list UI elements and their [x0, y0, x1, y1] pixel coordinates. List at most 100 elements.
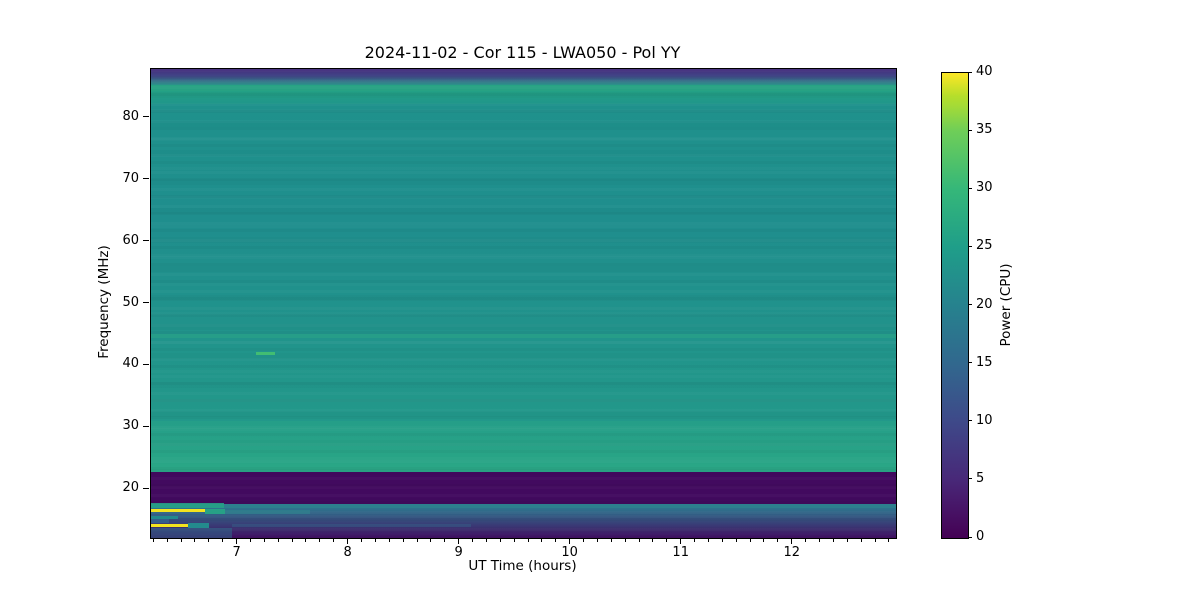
x-minor-tick	[638, 538, 640, 542]
y-tick-label: 80	[122, 108, 139, 124]
x-minor-tick	[416, 538, 418, 542]
x-tick-label: 8	[343, 545, 352, 560]
freq-band-greener-band	[151, 421, 896, 465]
x-minor-tick	[374, 538, 376, 542]
x-minor-tick	[222, 538, 224, 542]
x-minor-tick	[694, 538, 696, 542]
x-major-tick	[458, 538, 460, 544]
feature-faint-row-14mhz	[232, 524, 471, 527]
colorbar	[941, 72, 969, 539]
x-minor-tick	[430, 538, 432, 542]
feature-rfi-line-14mhz	[151, 524, 188, 527]
heatmap-bands-layer	[151, 69, 896, 538]
x-major-tick	[236, 538, 238, 544]
x-minor-tick	[874, 538, 876, 542]
colorbar-tick-label: 35	[976, 122, 993, 138]
colorbar-tick	[968, 304, 972, 305]
x-minor-tick	[583, 538, 585, 542]
x-minor-tick	[291, 538, 293, 542]
heatmap-features-layer	[151, 69, 896, 538]
y-tick-label: 30	[122, 418, 139, 434]
feature-faint-row-16mhz	[225, 510, 310, 514]
chart-title: 2024-11-02 - Cor 115 - LWA050 - Pol YY	[364, 43, 681, 62]
colorbar-tick	[968, 71, 972, 73]
x-minor-tick	[541, 538, 543, 542]
freq-band-teal-row-17mhz	[151, 503, 896, 509]
y-major-tick	[143, 240, 149, 242]
x-minor-tick	[555, 538, 557, 542]
x-minor-tick	[513, 538, 515, 542]
freq-band-main-body-lower	[151, 338, 896, 422]
x-minor-tick	[707, 538, 709, 542]
colorbar-tick	[968, 536, 972, 538]
x-minor-tick	[485, 538, 487, 542]
x-minor-tick	[610, 538, 612, 542]
freq-band-main-body-upper	[151, 103, 896, 224]
x-axis-label: UT Time (hours)	[468, 558, 577, 574]
x-major-tick	[680, 538, 682, 544]
colorbar-tick	[968, 129, 972, 131]
freq-band-bright-green-line-85	[151, 85, 896, 91]
x-minor-tick	[319, 538, 321, 542]
x-minor-tick	[263, 538, 265, 542]
colorbar-tick-label: 0	[976, 529, 985, 544]
feature-transient-dash-42mhz	[256, 352, 276, 356]
x-minor-tick	[819, 538, 820, 542]
x-minor-tick	[805, 538, 807, 542]
x-minor-tick	[499, 538, 501, 542]
freq-band-dark-blanked-band	[151, 472, 896, 504]
y-major-tick	[143, 116, 149, 118]
colorbar-tick-label: 10	[976, 412, 993, 428]
freq-band-light-row-44mhz	[151, 334, 896, 339]
x-minor-tick	[832, 538, 834, 542]
x-minor-tick	[277, 538, 279, 542]
feature-teal-segment-15mhz	[151, 516, 178, 520]
x-tick-label: 7	[232, 545, 241, 560]
x-minor-tick	[763, 538, 765, 542]
x-minor-tick	[444, 538, 446, 542]
y-tick-label: 50	[122, 294, 139, 310]
x-major-tick	[791, 538, 793, 544]
y-tick-label: 40	[122, 356, 139, 372]
x-minor-tick	[180, 538, 182, 542]
x-major-tick	[347, 538, 349, 544]
colorbar-tick	[968, 245, 972, 247]
x-tick-label: 10	[561, 545, 578, 560]
x-minor-tick	[249, 538, 251, 542]
x-minor-tick	[652, 538, 654, 542]
y-major-tick	[143, 425, 149, 427]
colorbar-tick-label: 25	[976, 238, 993, 254]
x-minor-tick	[527, 538, 529, 542]
colorbar-tick-label: 20	[976, 296, 993, 312]
feature-rfi-line-16.5mhz	[151, 509, 206, 512]
x-tick-label: 12	[783, 545, 801, 560]
freq-band-upper-green	[151, 90, 896, 104]
freq-band-main-body-mid	[151, 223, 896, 335]
x-minor-tick	[333, 538, 335, 542]
x-minor-tick	[194, 538, 196, 542]
colorbar-tick	[968, 187, 972, 189]
colorbar-tick	[968, 362, 972, 364]
x-minor-tick	[208, 538, 210, 542]
y-tick-label: 60	[122, 232, 139, 248]
colorbar-tick	[968, 478, 972, 480]
feature-rfi-tail-16.5mhz	[205, 509, 226, 515]
x-minor-tick	[721, 538, 723, 542]
x-minor-tick	[860, 538, 862, 542]
x-minor-tick	[596, 538, 598, 542]
colorbar-tick-label: 30	[976, 180, 993, 196]
x-minor-tick	[888, 538, 890, 542]
x-minor-tick	[749, 538, 751, 542]
y-tick-label: 70	[122, 170, 139, 186]
feature-left-glow-bottom	[151, 528, 233, 538]
x-major-tick	[569, 538, 571, 544]
x-minor-tick	[472, 538, 474, 542]
y-major-tick	[143, 302, 149, 303]
colorbar-tick	[968, 420, 972, 422]
x-minor-tick	[735, 538, 737, 542]
colorbar-tick-label: 15	[976, 354, 993, 370]
feature-left-bright-row-17mhz	[151, 502, 225, 509]
x-minor-tick	[361, 538, 362, 542]
x-minor-tick	[624, 538, 626, 542]
colorbar-tick-label: 40	[976, 64, 993, 79]
